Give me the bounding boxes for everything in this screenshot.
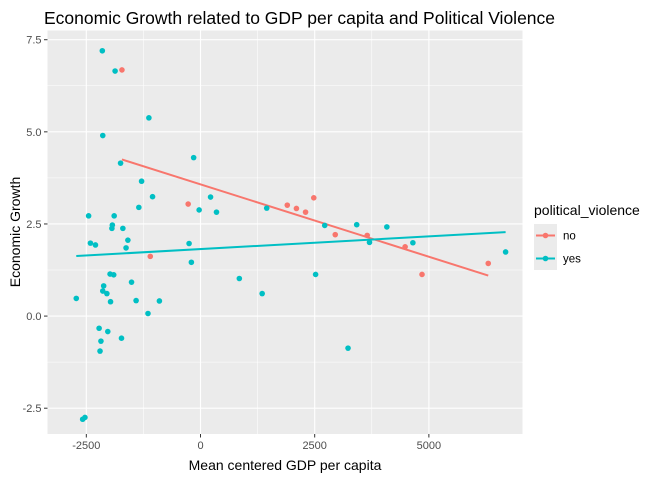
y-tick-label: -2.5	[23, 403, 42, 415]
trend-line-yes	[76, 231, 506, 258]
data-point-yes	[96, 325, 102, 332]
data-point-yes	[345, 345, 351, 351]
data-point-yes	[87, 240, 94, 246]
y-axis-title: Economic Growth	[7, 177, 23, 287]
data-point-yes	[136, 204, 142, 211]
x-tick-label: 2500	[302, 440, 326, 452]
data-point-yes	[353, 221, 360, 228]
y-tick-label: 2.5	[26, 219, 41, 231]
data-point-yes	[133, 297, 139, 304]
data-point-no	[419, 271, 425, 278]
data-point-yes	[263, 205, 270, 211]
data-point-yes	[321, 222, 328, 229]
data-point-yes	[138, 178, 145, 185]
data-point-no	[402, 244, 408, 250]
data-point-yes	[99, 132, 106, 139]
data-point-no	[302, 209, 309, 215]
legend-title: political_violence	[534, 202, 640, 218]
x-tick-label: 5000	[417, 440, 441, 452]
data-point-yes	[207, 194, 214, 200]
legend-point-yes	[542, 255, 549, 262]
legend-label-no: no	[563, 231, 576, 243]
legend: political_violence no yes	[534, 202, 640, 270]
data-point-yes	[213, 209, 220, 215]
legend-point-no	[542, 232, 549, 239]
data-point-no	[332, 231, 339, 238]
data-point-yes	[97, 348, 103, 354]
data-point-yes	[85, 213, 92, 219]
data-point-no	[119, 67, 125, 73]
data-point-yes	[123, 245, 129, 251]
data-point-no	[485, 260, 492, 267]
data-point-yes	[149, 193, 156, 200]
data-point-no	[310, 194, 317, 201]
data-point-yes	[259, 290, 265, 297]
data-point-yes	[104, 290, 110, 297]
data-point-no	[185, 201, 191, 207]
x-axis: -2500 0 2500 5000	[72, 434, 441, 452]
data-point-yes	[120, 225, 126, 232]
data-point-yes	[125, 237, 131, 243]
data-point-no	[364, 232, 371, 239]
y-axis: -2.5 0.0 2.5 5.0 7.5	[23, 35, 48, 415]
data-point-yes	[73, 295, 80, 302]
data-point-yes	[366, 239, 373, 246]
data-point-yes	[82, 414, 88, 421]
data-point-yes	[99, 47, 106, 54]
x-tick-label: -2500	[72, 440, 100, 452]
data-point-yes	[92, 242, 99, 248]
data-point-yes	[384, 224, 390, 230]
data-point-yes	[196, 207, 202, 213]
trend-line-no	[121, 158, 489, 277]
data-point-no	[284, 202, 291, 208]
data-point-yes	[186, 240, 192, 247]
grid	[47, 30, 523, 434]
data-point-yes	[112, 68, 118, 74]
data-point-yes	[111, 213, 117, 219]
y-tick-label: 5.0	[26, 127, 41, 139]
data-point-yes	[236, 275, 243, 282]
y-tick-label: 0.0	[26, 311, 41, 323]
chart-title: Economic Growth related to GDP per capit…	[44, 8, 555, 28]
data-point-yes	[188, 259, 195, 266]
data-point-no	[293, 205, 300, 212]
data-point-yes	[109, 222, 116, 228]
data-point-yes	[107, 298, 114, 305]
data-points	[73, 47, 509, 423]
data-point-no	[147, 253, 154, 260]
data-point-yes	[128, 279, 135, 285]
data-point-yes	[100, 283, 107, 289]
plot-panel	[47, 30, 523, 434]
data-point-yes	[99, 288, 106, 294]
trend-lines	[76, 158, 506, 277]
data-point-yes	[118, 335, 125, 341]
data-point-yes	[104, 328, 111, 335]
data-point-yes	[110, 272, 117, 278]
x-axis-title: Mean centered GDP per capita	[189, 457, 382, 473]
data-point-yes	[98, 338, 104, 344]
data-point-yes	[146, 115, 152, 121]
data-point-yes	[410, 239, 416, 246]
data-point-yes	[145, 310, 151, 317]
x-tick-label: 0	[197, 440, 203, 452]
data-point-yes	[502, 249, 509, 255]
data-point-yes	[312, 271, 319, 278]
y-tick-label: 7.5	[26, 35, 41, 47]
data-point-yes	[156, 298, 163, 304]
data-point-yes	[117, 160, 124, 166]
legend-label-yes: yes	[563, 254, 581, 266]
data-point-yes	[190, 154, 197, 161]
